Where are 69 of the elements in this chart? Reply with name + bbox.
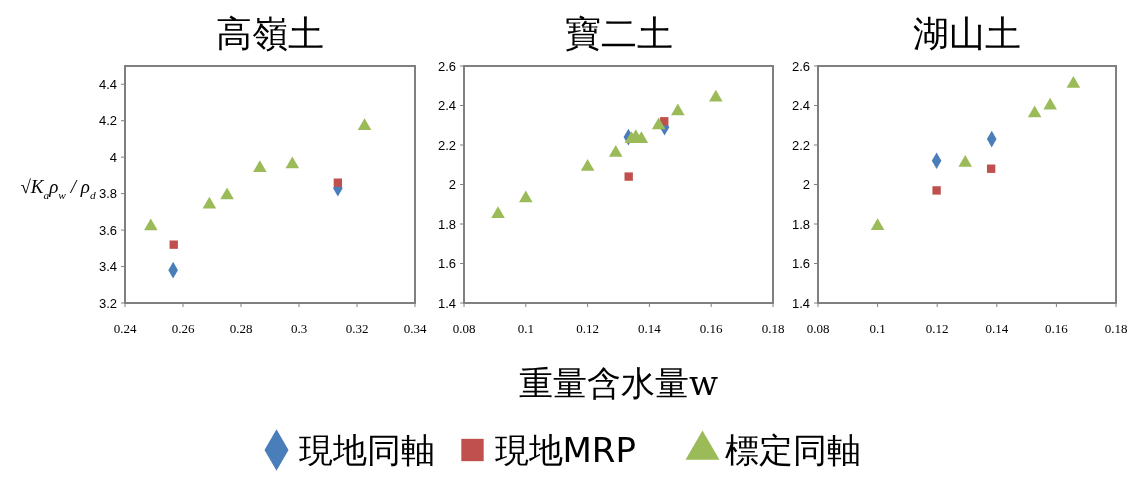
y-tick-label: 4 [109,149,117,165]
point [624,172,633,181]
point [357,118,372,131]
point [932,186,941,195]
point [651,117,666,130]
x-tick-label: 0.1 [517,321,534,336]
point [709,89,723,102]
x-tick-label: 0.16 [699,321,724,336]
y-tick-label: 2.6 [791,58,810,74]
y-tick-label: 2.4 [791,98,810,114]
y-tick-label: 1.8 [437,216,456,232]
chart-title: 寶二土 [564,13,673,54]
y-axis-title: √K$_{a}$ρ$_{w}$ / ρ$_{d}$ [20,176,96,201]
y-tick-label: 4.4 [98,76,117,92]
point [144,218,158,231]
point [1027,105,1042,118]
point [986,164,996,173]
x-tick-label: 0.1 [869,321,886,336]
y-tick-label: 1.4 [791,295,810,311]
y-tick-label: 2.2 [791,137,810,153]
point [333,178,343,187]
y-tick-label: 3.4 [98,259,117,275]
y-tick-label: 3.2 [98,295,117,311]
point [671,103,685,116]
x-axis-title: 重量含水量w [518,363,719,403]
x-tick-label: 0.14 [985,321,1009,336]
x-tick-label: 0.34 [403,321,427,336]
y-tick-label: 2.2 [437,137,456,153]
point [220,187,234,200]
point [1043,97,1057,110]
x-tick-label: 0.32 [345,321,369,336]
y-tick-label: 3.6 [98,222,117,238]
point [1066,75,1081,88]
y-tick-label: 1.8 [791,216,810,232]
x-tick-label: 0.18 [1104,321,1128,336]
y-tick-label: 2 [802,177,810,193]
y-tick-label: 2 [448,177,456,193]
point [519,190,533,203]
x-tick-label: 0.3 [290,321,308,336]
x-tick-label: 0.08 [806,321,830,336]
point [169,240,178,249]
x-tick-label: 0.26 [171,321,195,336]
y-tick-label: 1.6 [437,256,456,272]
point [958,154,973,167]
y-tick-label: 1.4 [437,295,456,311]
chart-title: 高嶺土 [216,13,324,54]
x-tick-label: 0.12 [925,321,949,336]
x-tick-label: 0.16 [1045,321,1069,336]
y-tick-label: 2.4 [437,98,456,114]
x-tick-label: 0.14 [638,321,662,336]
point [253,160,267,173]
legend-label: 現地同軸 [298,429,435,470]
x-tick-label: 0.18 [761,321,785,336]
point [608,145,623,157]
x-tick-label: 0.24 [113,321,137,336]
x-tick-label: 0.08 [452,321,476,336]
legend-label: 標定同軸 [724,429,861,470]
y-tick-label: 2.6 [437,58,456,74]
point [580,158,595,171]
legend-label: 現地MRP [494,429,636,470]
x-tick-label: 0.28 [229,321,253,336]
x-tick-label: 0.12 [576,321,599,336]
y-tick-label: 4.2 [98,113,117,129]
chart-title: 湖山土 [913,13,1021,54]
point [285,156,300,169]
point [202,196,217,209]
point [491,206,505,219]
y-tick-label: 1.6 [791,256,810,272]
y-tick-label: 3.8 [98,186,117,202]
